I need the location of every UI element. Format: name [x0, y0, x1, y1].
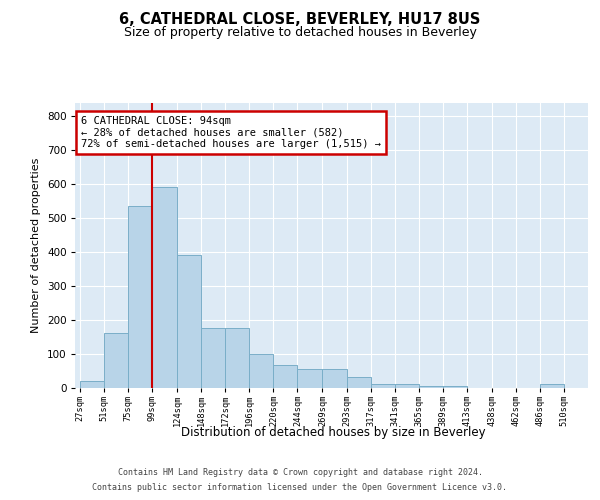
- Y-axis label: Number of detached properties: Number of detached properties: [31, 158, 41, 332]
- Text: Contains HM Land Registry data © Crown copyright and database right 2024.: Contains HM Land Registry data © Crown c…: [118, 468, 482, 477]
- Bar: [347, 378, 371, 388]
- Text: Size of property relative to detached houses in Beverley: Size of property relative to detached ho…: [124, 26, 476, 39]
- Bar: [152, 188, 177, 388]
- Bar: [298, 369, 322, 388]
- Text: 6 CATHEDRAL CLOSE: 94sqm
← 28% of detached houses are smaller (582)
72% of semi-: 6 CATHEDRAL CLOSE: 94sqm ← 28% of detach…: [81, 116, 381, 150]
- Bar: [225, 328, 250, 388]
- Bar: [419, 386, 443, 388]
- Bar: [540, 384, 564, 388]
- Bar: [128, 206, 152, 388]
- Text: Contains public sector information licensed under the Open Government Licence v3: Contains public sector information licen…: [92, 483, 508, 492]
- Bar: [201, 328, 225, 388]
- Bar: [274, 366, 298, 388]
- Bar: [371, 384, 395, 388]
- Text: Distribution of detached houses by size in Beverley: Distribution of detached houses by size …: [181, 426, 485, 439]
- Bar: [395, 384, 419, 388]
- Bar: [177, 255, 201, 388]
- Bar: [322, 369, 347, 388]
- Bar: [443, 386, 467, 388]
- Bar: [250, 354, 274, 388]
- Text: 6, CATHEDRAL CLOSE, BEVERLEY, HU17 8US: 6, CATHEDRAL CLOSE, BEVERLEY, HU17 8US: [119, 12, 481, 28]
- Bar: [80, 380, 104, 388]
- Bar: [104, 333, 128, 388]
